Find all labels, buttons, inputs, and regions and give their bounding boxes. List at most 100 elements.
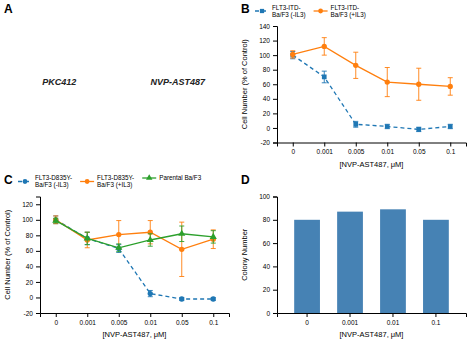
panel: B00.0010.0050.010.050.1-2002040608010012… [240, 2, 467, 169]
x-tick-mark [293, 143, 294, 147]
y-tick: 60 [263, 240, 277, 247]
x-tick-label: 0 [305, 319, 309, 326]
x-axis: 0 0.001 0.005 0.01 0.05 0.1 [278, 143, 467, 156]
series-line [293, 46, 451, 86]
x-tick: 0 [291, 143, 295, 156]
y-axis: -20020406080100120140 [259, 23, 277, 147]
x-tick: 0.01 [387, 313, 400, 326]
legend-label: FLT3-D835Y-Ba/F3 (-IL3) [35, 174, 72, 189]
x-tick: 0.01 [381, 143, 394, 156]
y-tick-mark [36, 204, 40, 205]
y-tick-mark [273, 266, 277, 267]
error-bar [353, 52, 358, 78]
x-tick-mark [56, 313, 57, 317]
error-bar [385, 68, 390, 97]
y-tick-label: 100 [22, 216, 33, 223]
tspan: Ba/F3 (-IL3) [272, 11, 306, 19]
y-tick-mark [273, 99, 277, 100]
y-tick-label: 80 [263, 216, 271, 223]
x-tick-mark [324, 143, 325, 147]
error-bar [416, 127, 421, 131]
legend-marker [85, 179, 90, 184]
y-axis-title: Colony Number [240, 228, 249, 281]
marks [52, 216, 217, 302]
x-tick-label: 0.1 [209, 319, 218, 326]
point [179, 296, 184, 301]
x-tick-mark [182, 313, 183, 317]
y-axis: 020406080100 [259, 193, 277, 317]
y-tick: 80 [26, 232, 40, 239]
legend-entry: FLT3-ITD-Ba/F3 (+IL3) [314, 4, 366, 19]
point [385, 124, 390, 129]
y-tick: 100 [22, 216, 40, 223]
point [290, 52, 295, 57]
x-tick-label: 0.001 [342, 319, 359, 326]
point [322, 44, 327, 49]
y-tick-label: 20 [26, 279, 34, 286]
x-tick-label: 0 [54, 319, 58, 326]
y-tick-label: 140 [259, 23, 270, 30]
y-tick-mark [273, 143, 277, 144]
x-tick-mark [392, 313, 393, 317]
x-tick-mark [307, 313, 308, 317]
y-tick-mark [36, 313, 40, 314]
y-tick-mark [273, 41, 277, 42]
y-tick-label: 40 [26, 263, 34, 270]
point [178, 230, 185, 236]
legend-label: FLT3-ITD-Ba/F3 (+IL3) [331, 4, 366, 19]
tspan: Ba/F3 (-IL3) [35, 181, 69, 189]
x-tick-label: 0.001 [80, 319, 97, 326]
x-tick-mark [87, 313, 88, 317]
y-tick: 100 [259, 193, 277, 200]
error-bar [290, 51, 295, 58]
tspan: FLT3-D835Y- [97, 174, 134, 181]
y-tick-label: 120 [22, 201, 33, 208]
x-tick-mark [213, 313, 214, 317]
annotation: NVP-AST487 [150, 77, 206, 87]
x-axis-line [278, 143, 467, 147]
y-tick: 140 [259, 23, 277, 30]
legend-marker [318, 9, 323, 14]
error-bar [353, 121, 358, 127]
y-axis: -20020406080100120 [22, 197, 40, 317]
y-tick: 120 [259, 37, 277, 44]
x-tick: 0.005 [348, 143, 365, 156]
x-tick: 0.1 [446, 143, 455, 156]
y-tick-label: 60 [263, 81, 271, 88]
y-tick-label: 120 [259, 37, 270, 44]
figure: APKC412NVP-AST487B00.0010.0050.010.050.1… [0, 0, 474, 341]
x-tick-label: 0 [291, 148, 295, 155]
y-tick-mark [273, 197, 277, 198]
x-tick-mark [150, 313, 151, 317]
y-tick-mark [273, 313, 277, 314]
x-tick-label: 0.005 [348, 148, 365, 155]
y-tick-mark [36, 282, 40, 283]
bar [380, 209, 406, 313]
y-tick-mark [273, 70, 277, 71]
y-tick: 120 [22, 201, 40, 208]
point [416, 82, 421, 87]
y-axis-line [273, 197, 278, 314]
legend-entry: FLT3-ITD-Ba/F3 (-IL3) [255, 4, 306, 19]
x-tick-label: 0.001 [317, 148, 334, 155]
panel: APKC412NVP-AST487 [4, 2, 206, 87]
point [147, 236, 154, 242]
legend: FLT3-D835Y-Ba/F3 (-IL3)FLT3-D835Y-Ba/F3 … [18, 174, 202, 189]
y-tick-label: 40 [263, 263, 271, 270]
y-tick: 80 [263, 66, 277, 73]
y-axis-title: Cell Number (% of Control) [3, 209, 12, 300]
bar [423, 220, 449, 313]
x-tick-label: 0.01 [381, 148, 394, 155]
x-tick-label: 0.01 [387, 319, 400, 326]
error-bar [148, 290, 153, 296]
y-tick-mark [273, 290, 277, 291]
annotation: PKC412 [42, 77, 76, 87]
y-tick-mark [273, 128, 277, 129]
y-tick: 40 [263, 95, 277, 102]
x-tick-label: 0.01 [144, 319, 157, 326]
legend-label: FLT3-ITD-Ba/F3 (-IL3) [272, 4, 306, 19]
legend-label: FLT3-D835Y-Ba/F3 (+IL3) [97, 174, 134, 189]
point [52, 216, 59, 222]
x-tick: 0.05 [413, 143, 426, 156]
point [385, 79, 390, 84]
